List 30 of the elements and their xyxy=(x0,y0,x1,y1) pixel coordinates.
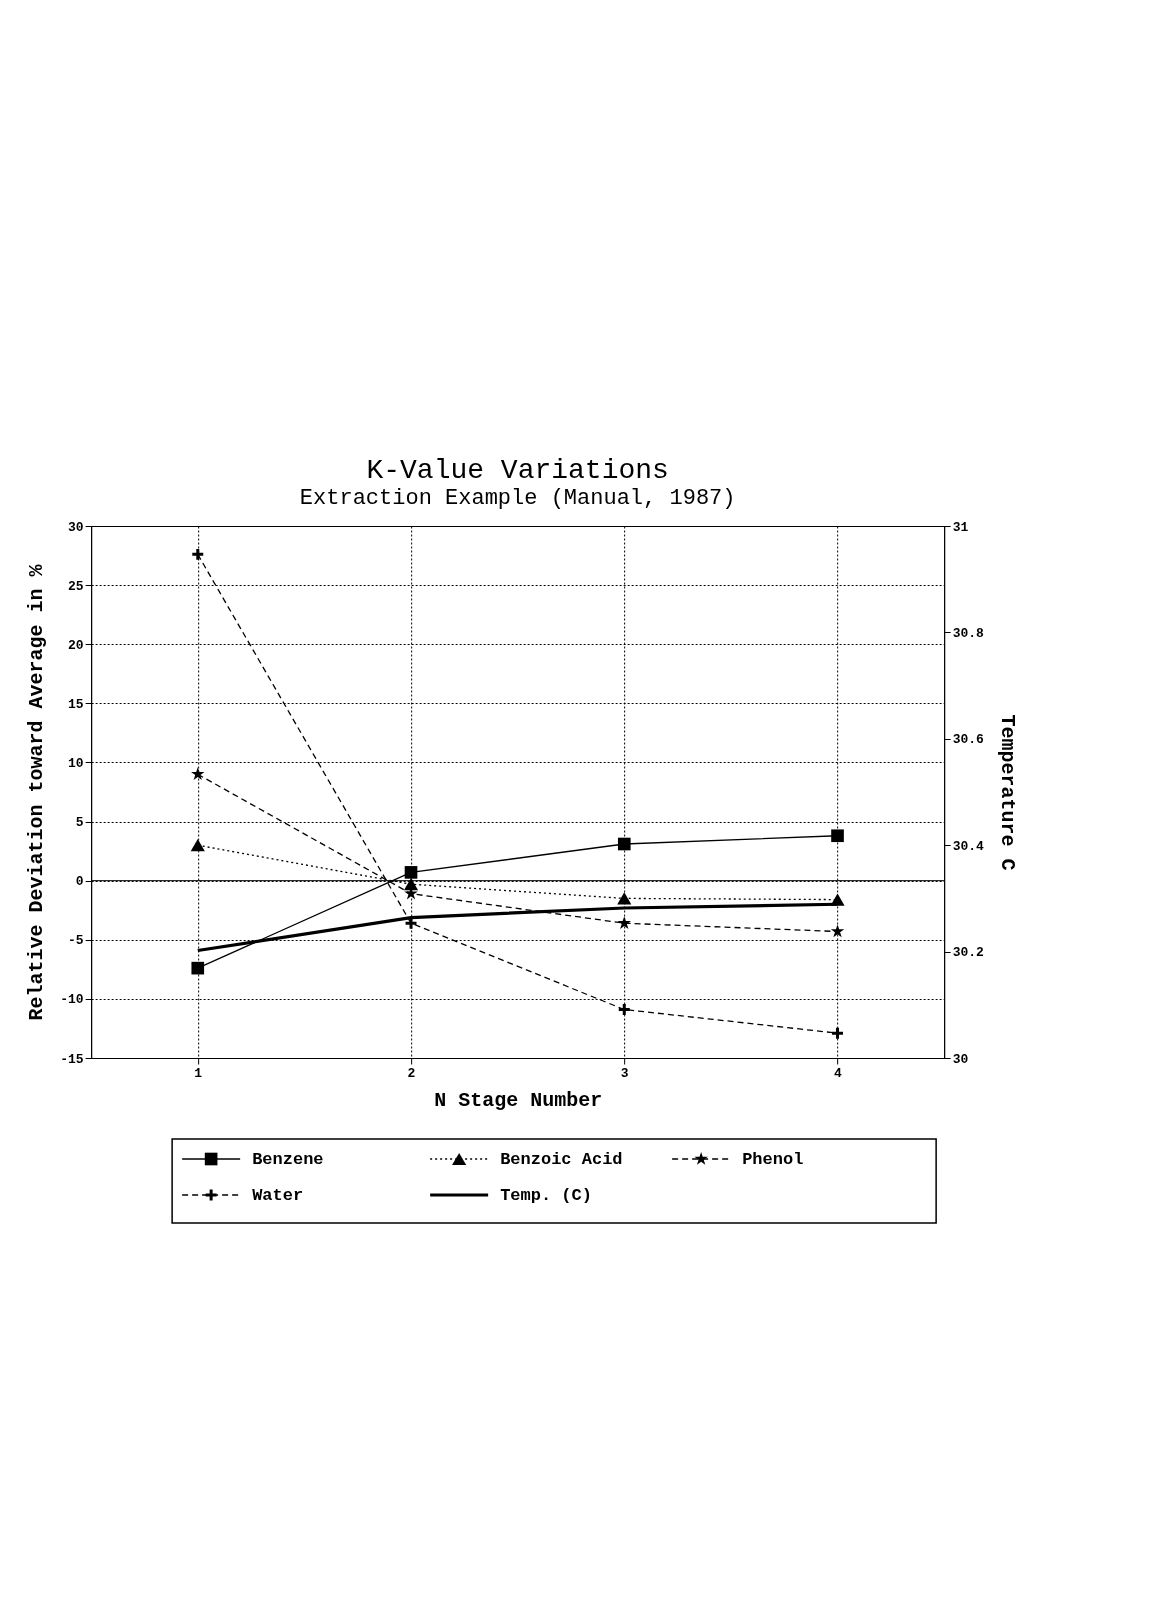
x-axis-title: N Stage Number xyxy=(434,1088,603,1112)
y-tick-label: 15 xyxy=(68,696,84,712)
legend-label: Benzene xyxy=(252,1150,324,1169)
y2-tick-label: 31 xyxy=(952,519,969,535)
y-axis-title: Relative Deviation toward Average in % xyxy=(25,563,49,1021)
x-tick-label: 3 xyxy=(620,1065,629,1081)
y2-tick-label: 30.8 xyxy=(952,625,985,641)
y2-axis-title: Temperature C xyxy=(995,714,1019,871)
y-tick-label: -10 xyxy=(60,992,84,1008)
y2-tick-label: 30 xyxy=(952,1051,969,1067)
y-tick-label: 0 xyxy=(75,874,84,890)
legend-label: Temp. (C) xyxy=(500,1186,592,1205)
y-tick-label: 20 xyxy=(68,637,84,653)
y-tick-label: 30 xyxy=(68,519,84,535)
legend-label: Water xyxy=(252,1186,304,1205)
x-tick-label: 4 xyxy=(834,1065,843,1081)
chart-title: K-Value Variations xyxy=(366,455,669,486)
y2-tick-label: 30.2 xyxy=(952,945,985,961)
legend-label: Phenol xyxy=(742,1150,804,1169)
x-tick-label: 2 xyxy=(407,1065,416,1081)
y-tick-label: -5 xyxy=(68,933,84,949)
y-tick-label: 25 xyxy=(68,578,84,594)
y2-tick-label: 30.6 xyxy=(952,732,985,748)
x-tick-label: 1 xyxy=(194,1065,203,1081)
chart-subtitle: Extraction Example (Manual, 1987) xyxy=(299,486,736,511)
y-tick-label: 5 xyxy=(75,815,84,831)
y-tick-label: 10 xyxy=(68,755,84,771)
legend-label: Benzoic Acid xyxy=(500,1150,623,1169)
y-tick-label: -15 xyxy=(60,1051,84,1067)
y2-tick-label: 30.4 xyxy=(952,838,985,854)
